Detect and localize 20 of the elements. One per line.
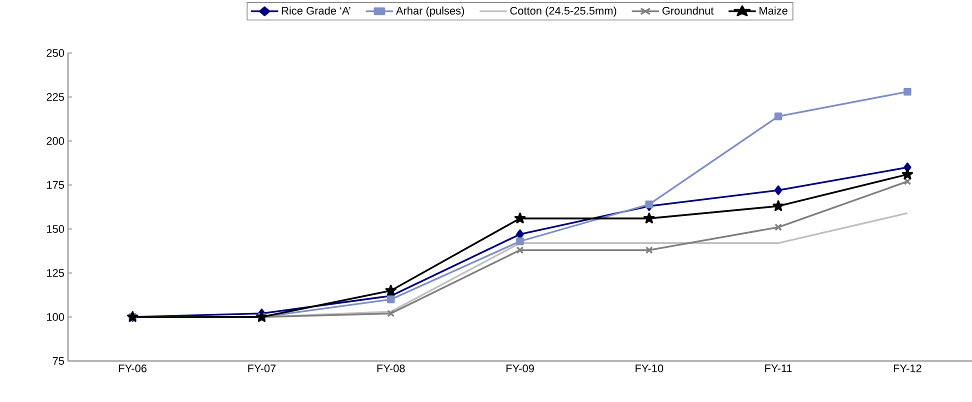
y-tick-label: 225	[46, 93, 64, 101]
legend-label: Rice Grade ‘A’	[282, 6, 350, 15]
x-tick-label: FY-12	[894, 364, 922, 372]
x-tick-label: FY-09	[506, 364, 534, 372]
x-tick-label: FY-07	[248, 364, 276, 372]
y-tick-label: 100	[47, 313, 64, 321]
y-tick-label: 250	[46, 49, 64, 57]
x-tick-label: FY-11	[765, 364, 792, 372]
x-tick-label: FY-08	[377, 364, 405, 372]
y-tick-label: 175	[47, 181, 64, 189]
legend-label: Cotton (24.5-25.5mm)	[510, 6, 616, 17]
y-tick-label: 75	[52, 357, 64, 365]
y-tick-label: 200	[46, 137, 64, 145]
legend-label: Maize	[760, 6, 788, 15]
legend-label: Groundnut	[662, 6, 714, 15]
y-tick-label: 150	[47, 225, 64, 233]
legend-label: Arhar (pulses)	[396, 6, 464, 17]
x-tick-label: FY-06	[119, 364, 147, 372]
x-tick-label: FY-10	[636, 364, 664, 372]
y-tick-label: 125	[47, 269, 64, 277]
